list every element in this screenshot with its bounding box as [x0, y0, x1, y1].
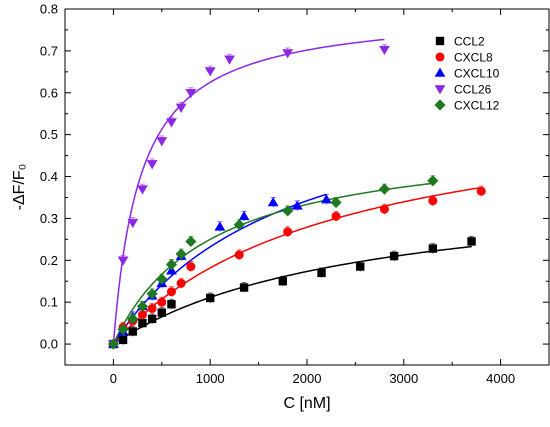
- data-point-cxcl10: [320, 194, 332, 204]
- data-point-ccl26: [117, 256, 129, 266]
- legend-marker-cxcl12: [434, 99, 446, 111]
- x-tick-label: 4000: [486, 371, 515, 386]
- data-point-ccl2: [317, 268, 326, 278]
- legend-marker-ccl26: [434, 85, 446, 95]
- data-point-ccl26: [166, 118, 177, 128]
- x-tick-label: 1000: [196, 371, 225, 386]
- data-point-cxcl10: [214, 221, 226, 231]
- data-point-cxcl8: [428, 196, 438, 206]
- fit-curve-ccl26: [112, 38, 385, 345]
- y-tick-label: 0.0: [40, 337, 58, 352]
- data-point-cxcl10: [238, 210, 250, 221]
- data-point-ccl2: [157, 308, 166, 317]
- data-point-cxcl12: [185, 235, 197, 248]
- data-point-cxcl8: [476, 186, 486, 196]
- data-point-cxcl8: [157, 297, 167, 307]
- data-point-ccl2: [467, 237, 476, 246]
- data-point-cxcl8: [186, 262, 196, 272]
- data-point-cxcl12: [136, 300, 149, 312]
- data-point-ccl26: [127, 218, 139, 228]
- y-tick-label: 0.6: [40, 85, 58, 100]
- data-point-cxcl12: [378, 183, 391, 195]
- data-point-cxcl12: [233, 219, 245, 231]
- data-point-cxcl8: [147, 303, 157, 313]
- x-tick-label: 3000: [389, 371, 418, 386]
- x-tick-label: 2000: [293, 371, 322, 386]
- data-point-cxcl10: [267, 197, 279, 207]
- data-point-ccl2: [428, 244, 438, 253]
- y-tick-label: 0.1: [40, 295, 58, 310]
- data-point-ccl26: [156, 137, 168, 147]
- data-point-cxcl8: [234, 250, 244, 260]
- data-point-cxcl12: [146, 288, 158, 300]
- data-point-ccl26: [379, 45, 390, 56]
- legend-label: CCL2: [454, 35, 485, 49]
- legend-marker-cxcl8: [435, 52, 445, 62]
- legend-label: CXCL12: [454, 99, 500, 113]
- legend-label: CXCL8: [454, 51, 493, 65]
- y-tick-label: 0.4: [40, 169, 58, 184]
- data-point-cxcl12: [330, 196, 342, 209]
- data-point-cxcl12: [107, 338, 119, 350]
- data-point-ccl26: [204, 67, 216, 77]
- data-point-ccl2: [356, 262, 365, 271]
- data-point-cxcl10: [291, 200, 303, 210]
- legend-label: CCL26: [454, 83, 492, 97]
- x-axis-label: C [nM]: [283, 395, 330, 412]
- data-point-ccl26: [224, 55, 235, 65]
- data-point-cxcl12: [127, 313, 139, 325]
- y-tick-label: 0.5: [40, 127, 58, 142]
- fit-curve-cxcl12: [112, 182, 433, 345]
- data-point-cxcl8: [137, 310, 147, 320]
- data-point-ccl2: [138, 318, 147, 328]
- y-tick-label: 0.2: [40, 253, 58, 268]
- data-point-cxcl8: [176, 278, 186, 288]
- legend-marker-cxcl10: [434, 67, 446, 77]
- y-tick-label: 0.8: [40, 2, 58, 17]
- data-point-ccl26: [282, 49, 294, 59]
- data-point-ccl26: [137, 185, 148, 195]
- data-point-cxcl12: [175, 248, 187, 260]
- data-point-ccl2: [167, 300, 176, 309]
- y-tick-label: 0.3: [40, 211, 58, 226]
- data-point-cxcl8: [331, 211, 341, 221]
- data-point-cxcl12: [165, 258, 178, 271]
- data-point-cxcl8: [379, 204, 389, 214]
- data-point-cxcl12: [282, 205, 294, 217]
- data-point-cxcl8: [283, 227, 293, 237]
- data-point-cxcl12: [427, 175, 439, 187]
- data-point-cxcl12: [156, 273, 168, 285]
- data-point-ccl2: [278, 277, 287, 286]
- data-point-ccl2: [128, 327, 137, 336]
- y-tick-label: 0.7: [40, 43, 58, 58]
- data-point-ccl26: [175, 103, 187, 113]
- data-point-ccl26: [146, 160, 158, 170]
- data-point-ccl2: [389, 251, 399, 261]
- data-point-ccl2: [239, 283, 249, 292]
- legend-label: CXCL10: [454, 67, 500, 81]
- y-axis-label: -ΔF/F₀: [11, 164, 28, 211]
- legend-marker-ccl2: [435, 36, 445, 46]
- data-point-ccl26: [185, 88, 197, 99]
- x-tick-label: 0: [110, 371, 117, 386]
- data-point-ccl2: [147, 314, 157, 324]
- data-point-ccl2: [206, 293, 215, 303]
- data-point-cxcl12: [117, 323, 129, 335]
- data-point-ccl2: [118, 335, 128, 345]
- data-point-cxcl8: [166, 287, 176, 297]
- fit-curve-ccl2: [112, 245, 472, 345]
